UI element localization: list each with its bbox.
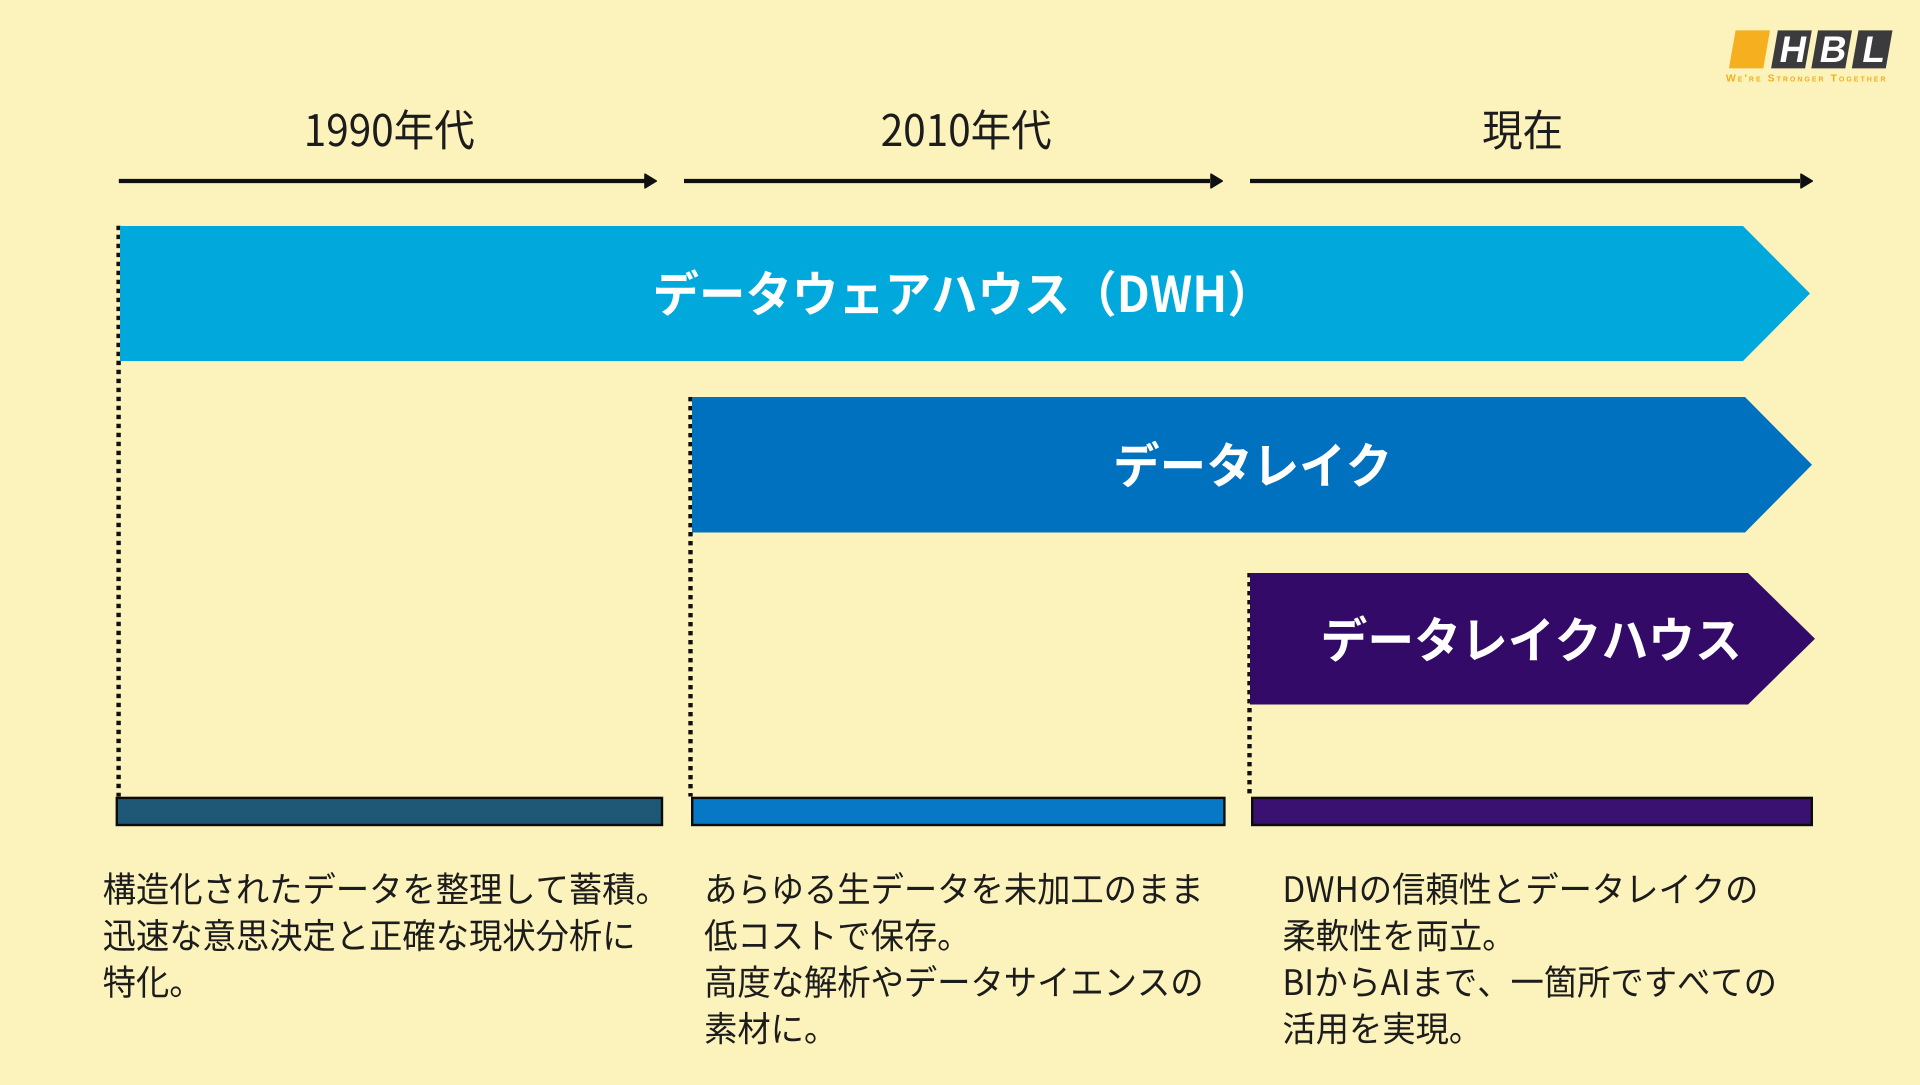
svg-text:We're Stronger Together: We're Stronger Together xyxy=(1726,73,1888,85)
